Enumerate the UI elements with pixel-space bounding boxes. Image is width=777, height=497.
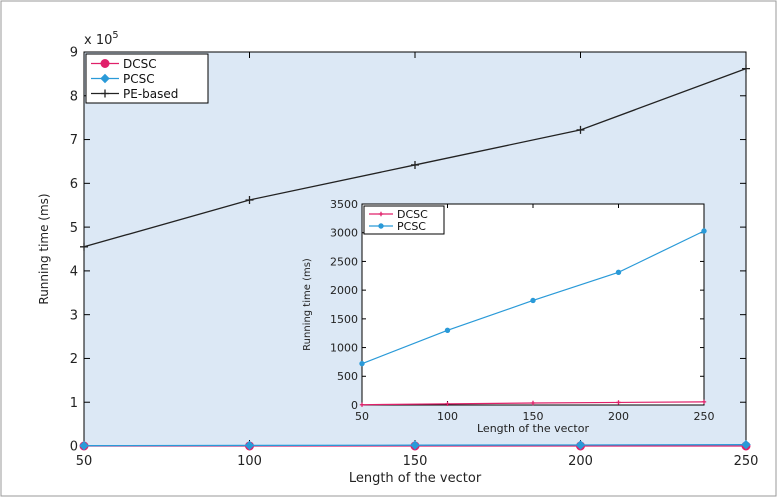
main-series-pcsc-point [575,440,586,450]
inset-series-pcsc-point [359,360,365,367]
main-legend-label: PE-based [123,87,178,101]
inset-series-dcsc-point [530,400,536,406]
inset-x-tick-label: 50 [355,410,369,423]
main-series-pe-based-point [80,242,88,251]
main-legend-marker [100,59,110,68]
inset-series-pcsc-point [530,297,536,304]
inset-legend-marker [378,223,384,229]
main-x-tick-label: 50 [76,454,93,469]
main-exponent-power: 5 [112,30,118,41]
main-y-tick-label: 5 [70,221,78,236]
inset-series-pcsc-point [615,269,622,276]
inset-axes: 0 500 1000 1500 2000 2500 3000 3500 50 100 150 200 2… [302,198,715,435]
inset-y-tick-label: 3500 [330,198,358,211]
inset-x-axis-label: Length of the vector [477,422,589,435]
main-y-tick-label: 0 [70,440,78,455]
main-series-pe-based-point [742,64,750,73]
inset-y-axis-label: Running time (ms) [302,258,313,351]
main-y-tick-label: 1 [70,396,78,411]
inset-series-pcsc-point [701,228,707,234]
inset-series-pcsc-point [444,327,451,334]
main-x-axis-label: Length of the vector [349,471,482,486]
inset-plot-area [361,203,705,406]
inset-legend-label: DCSC [397,208,428,221]
inset-series-dcsc-point [445,401,450,407]
main-legend-marker [101,89,109,98]
main-y-tick-label: 7 [70,133,78,148]
inset-x-tick-label: 250 [694,410,715,423]
main-legend-label: PCSC [123,72,155,86]
main-x-tick-label: 100 [237,454,262,469]
main-y-tick-label: 4 [70,265,78,280]
main-y-tick-label: 9 [70,46,78,61]
main-series [79,64,751,451]
inset-y-tick-label: 2000 [330,284,358,297]
inset-legend-marker [378,211,384,217]
main-series-pcsc-point [244,440,255,451]
main-x-tick-label: 250 [734,454,759,469]
main-y-tick-label: 2 [70,352,78,367]
main-x-tick-label: 150 [403,454,428,469]
main-exponent-label: x 105 [84,30,119,48]
inset-legend-label: PCSC [397,220,426,233]
inset-series [359,228,707,407]
main-series-pcsc-point [741,439,751,450]
main-y-tick-label: 8 [70,89,78,104]
main-series-pcsc-point [410,440,420,450]
main-series-pe-based-point [576,125,585,134]
inset-series-dcsc-point [359,402,365,407]
inset-legend-box [363,205,445,235]
main-legend-label: DCSC [123,57,157,71]
inset-x-tick-label: 150 [523,410,544,423]
inset-series-dcsc-point [616,400,621,405]
inset-x-tick-label: 100 [437,410,458,423]
inset-y-tick-label: 1000 [330,342,358,355]
main-series-pe-based-point [411,160,419,169]
inset-y-tick-label: 1500 [330,313,358,326]
main-y-axis-label: Running time (ms) [37,193,51,304]
main-series-pe-based-point [245,195,254,204]
main-legend-marker [100,73,110,84]
main-series-pcsc-point [79,440,89,451]
main-y-tick-label: 6 [70,177,78,192]
main-x-tick-label: 200 [568,454,593,469]
inset-y-tick-label: 2500 [330,255,358,268]
inset-y-tick-label: 0 [351,399,358,412]
inset-y-tick-label: 500 [337,370,358,383]
main-y-tick-label: 3 [70,308,78,323]
inset-x-tick-label: 200 [608,410,629,423]
inset-y-tick-label: 3000 [330,227,358,240]
inset-series-dcsc-point [701,399,707,405]
